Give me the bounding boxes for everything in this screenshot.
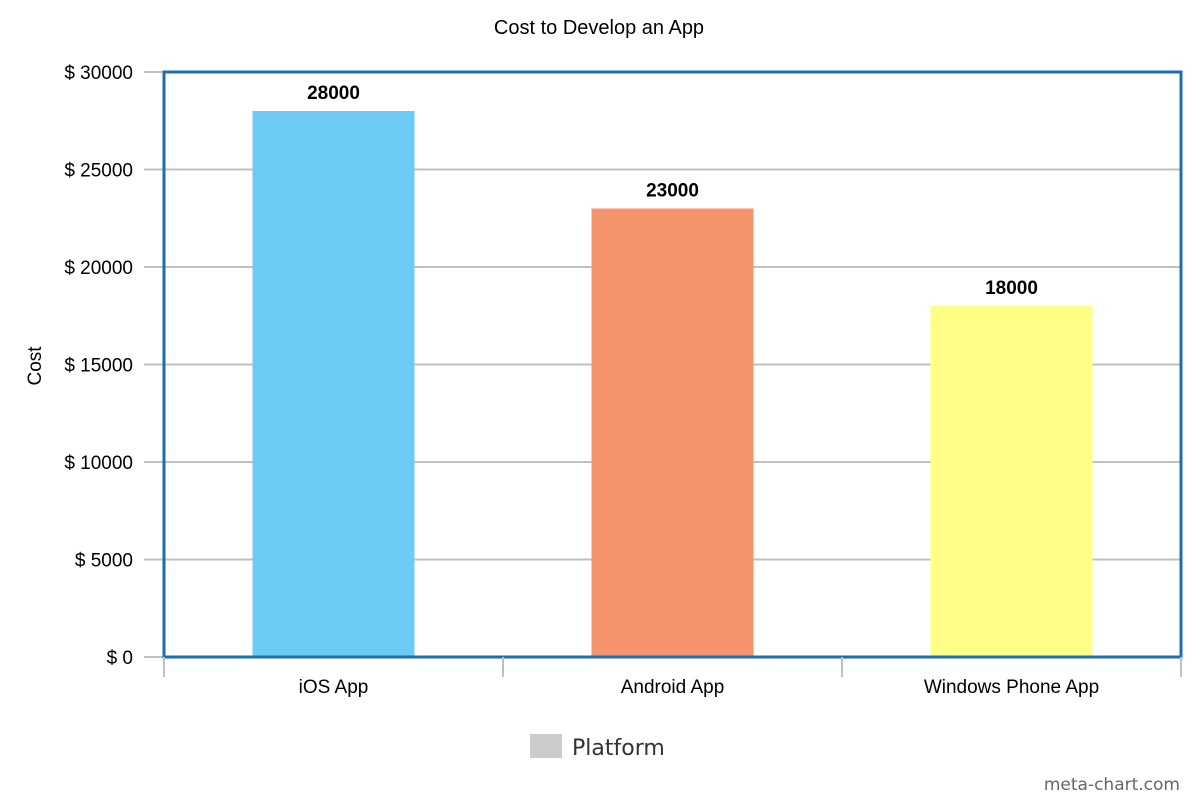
y-tick-label: $ 25000	[64, 161, 133, 182]
y-axis-ticks: $ 0 $ 5000 $ 10000 $ 15000 $ 20000 $ 25000 $ 3…	[64, 63, 164, 669]
bar	[252, 111, 415, 657]
y-tick-label: $ 15000	[64, 356, 133, 377]
chart-title: Cost to Develop an App	[494, 17, 704, 39]
x-tick-label: Android App	[621, 677, 725, 698]
y-tick-label: $ 5000	[75, 551, 133, 572]
y-axis-title: Cost	[25, 346, 46, 386]
legend-label: Platform	[572, 736, 665, 761]
bars	[252, 111, 1093, 657]
legend-swatch	[530, 734, 562, 758]
y-tick-label: $ 30000	[64, 63, 133, 84]
bar	[930, 306, 1093, 657]
x-axis-ticks: iOS App Android App Windows Phone App	[163, 657, 1182, 698]
data-label: 28000	[307, 83, 360, 104]
data-label: 23000	[646, 181, 699, 202]
y-tick-label: $ 20000	[64, 258, 133, 279]
legend: Platform	[530, 734, 665, 761]
watermark: meta-chart.com	[1044, 775, 1180, 795]
y-tick-label: $ 0	[107, 648, 133, 669]
data-label: 18000	[985, 278, 1038, 299]
bar	[591, 208, 754, 657]
y-tick-label: $ 10000	[64, 453, 133, 474]
data-labels: 28000 23000 18000	[307, 83, 1038, 299]
x-tick-label: iOS App	[299, 677, 369, 698]
plot-frame	[162, 70, 1183, 659]
x-tick-label: Windows Phone App	[924, 677, 1099, 698]
